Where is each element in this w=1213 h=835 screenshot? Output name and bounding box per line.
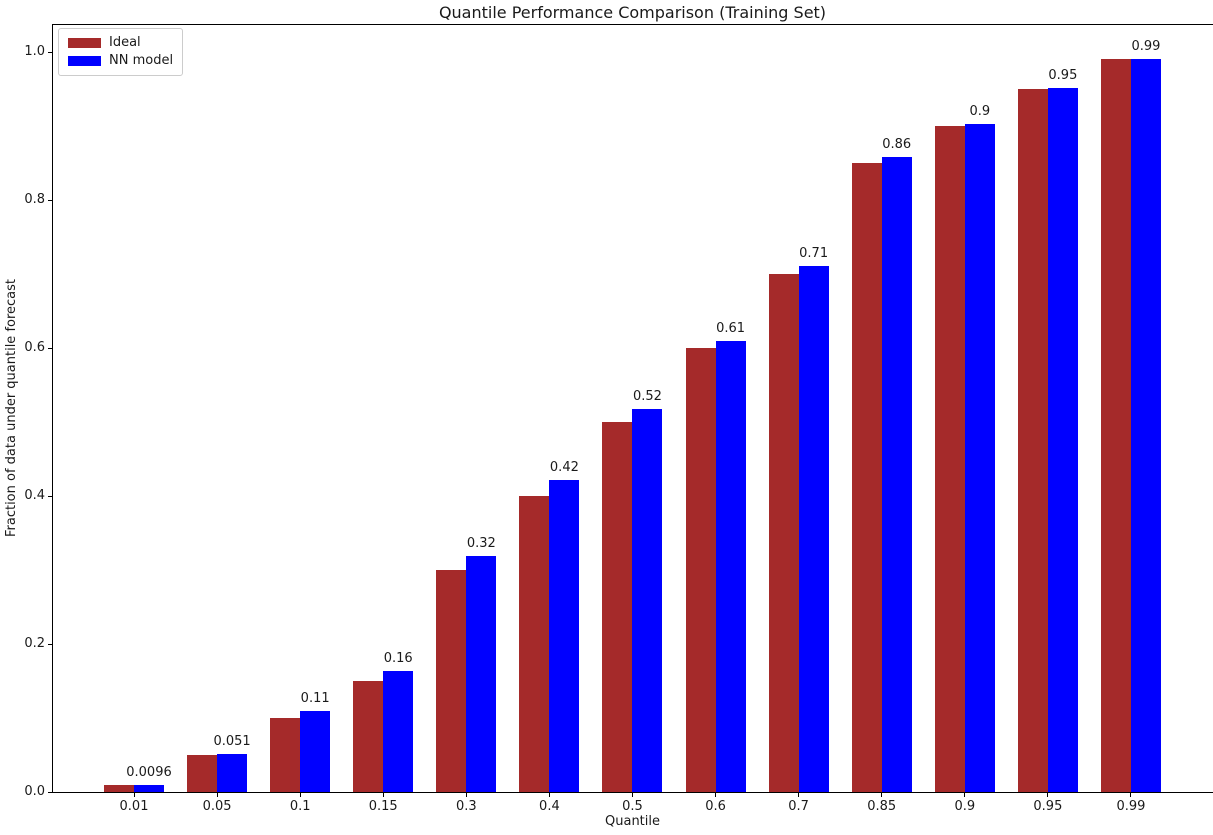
x-tick [382, 793, 384, 797]
x-axis-label: Quantile [605, 814, 660, 829]
bottom-spine [52, 792, 1213, 793]
bar-ideal [519, 496, 550, 792]
bar-ideal [934, 126, 965, 792]
y-tick [48, 791, 52, 793]
x-tick [631, 793, 633, 797]
bar-value-label: 0.71 [799, 245, 829, 261]
y-tick-label: 0.0 [24, 784, 45, 799]
legend: Ideal NN model [58, 28, 184, 76]
x-tick-label: 0.9 [954, 799, 976, 814]
bar-nn-model [134, 784, 164, 792]
x-tick [964, 793, 966, 797]
bar-nn-model [217, 754, 248, 792]
ideal-color-swatch [68, 38, 101, 48]
x-tick-label: 0.5 [622, 799, 643, 814]
x-tick-label: 0.7 [788, 799, 809, 814]
legend-label-nn-model: NN model [109, 53, 174, 68]
left-spine [52, 24, 53, 793]
bar-value-label: 0.99 [1131, 38, 1161, 54]
bar-value-label: 0.52 [632, 388, 662, 404]
legend-item-ideal: Ideal [68, 34, 173, 52]
x-tick [881, 793, 883, 797]
bar-ideal [851, 163, 882, 792]
bar-value-label: 0.0096 [126, 764, 172, 780]
bar-ideal [436, 570, 467, 792]
x-tick-label: 0.4 [539, 799, 560, 814]
bar-nn-model [715, 340, 746, 792]
y-tick [48, 643, 52, 645]
bar-value-label: 0.61 [716, 320, 746, 336]
x-tick-label: 0.05 [202, 799, 232, 814]
bar-nn-model [466, 555, 497, 792]
legend-item-nn-model: NN model [68, 52, 173, 70]
y-tick-label: 0.8 [24, 192, 45, 207]
bar-value-label: 0.11 [300, 691, 330, 707]
x-tick-label: 0.3 [455, 799, 477, 814]
bar-value-label: 0.16 [383, 651, 413, 667]
bar-ideal [1100, 59, 1131, 792]
x-tick [465, 793, 467, 797]
x-tick-label: 0.95 [1033, 799, 1063, 814]
bar-value-label: 0.051 [213, 734, 251, 750]
x-tick [715, 793, 717, 797]
bar-ideal [353, 681, 384, 792]
y-tick [48, 495, 52, 497]
bar-nn-model [1130, 58, 1161, 792]
bar-value-label: 0.86 [882, 137, 912, 153]
x-tick [548, 793, 550, 797]
bar-value-label: 0.32 [466, 535, 496, 551]
x-tick [1047, 793, 1049, 797]
bar-nn-model [881, 157, 912, 792]
bar-value-label: 0.42 [549, 459, 579, 475]
x-tick-label: 0.1 [289, 799, 311, 814]
y-tick-label: 0.6 [24, 340, 45, 355]
chart-title: Quantile Performance Comparison (Trainin… [438, 3, 827, 22]
top-spine [52, 24, 1213, 25]
bar-ideal [187, 755, 218, 792]
x-tick [299, 793, 301, 797]
bar-nn-model [964, 123, 995, 792]
bar-value-label: 0.95 [1048, 68, 1078, 84]
y-tick [48, 51, 52, 53]
x-tick-label: 0.6 [705, 799, 726, 814]
bar-ideal [602, 422, 633, 792]
bar-nn-model [632, 408, 663, 792]
nn-model-color-swatch [68, 56, 101, 66]
y-tick [48, 199, 52, 201]
bar-nn-model [300, 711, 331, 792]
x-tick-label: 0.01 [119, 799, 149, 814]
x-tick [216, 793, 218, 797]
bar-ideal [768, 274, 799, 792]
bar-value-label: 0.9 [969, 103, 991, 119]
bar-nn-model [1047, 88, 1078, 792]
y-tick-label: 0.4 [24, 488, 45, 503]
y-tick [48, 347, 52, 349]
legend-label-ideal: Ideal [109, 35, 141, 50]
x-tick [798, 793, 800, 797]
y-tick-label: 0.2 [24, 636, 45, 651]
bar-ideal [1017, 89, 1048, 792]
bar-nn-model [549, 479, 580, 792]
x-tick-label: 0.85 [867, 799, 897, 814]
x-tick-label: 0.15 [368, 799, 398, 814]
bar-nn-model [798, 265, 829, 792]
x-tick [1130, 793, 1132, 797]
x-tick [133, 793, 135, 797]
y-tick-label: 1.0 [24, 44, 45, 59]
bar-nn-model [383, 671, 414, 792]
bar-ideal [685, 348, 716, 792]
x-tick-label: 0.99 [1116, 799, 1146, 814]
bar-ideal [104, 784, 134, 792]
bar-ideal [270, 718, 301, 792]
